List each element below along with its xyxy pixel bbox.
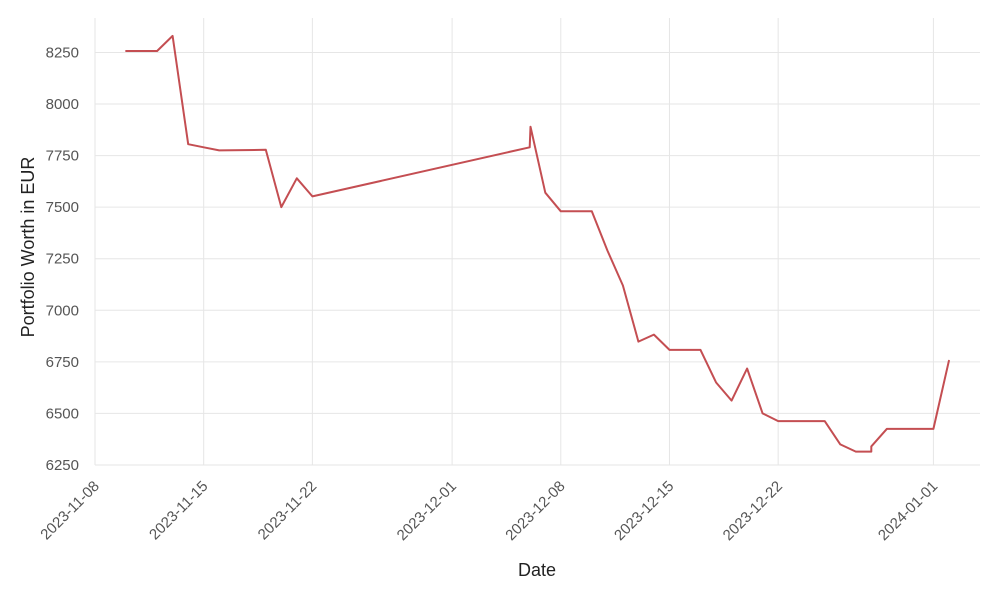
chart-series (125, 34, 950, 453)
y-tick-label: 7000 (46, 302, 79, 319)
y-tick-label: 8000 (46, 96, 79, 113)
x-tick-label: 2023-12-15 (611, 478, 677, 544)
x-tick-labels: 2023-11-08 2023-11-15 2023-11-22 2023-12-01… (37, 478, 941, 544)
y-tick-label: 7750 (46, 148, 79, 165)
chart-grid (94, 18, 980, 466)
x-tick-label: 2023-12-01 (394, 478, 460, 544)
y-tick-label: 6250 (46, 457, 79, 474)
x-tick-label: 2023-11-22 (255, 478, 320, 543)
x-tick-label: 2023-11-08 (37, 478, 102, 543)
y-tick-label: 6750 (46, 354, 79, 371)
x-tick-label: 2024-01-01 (875, 478, 941, 544)
y-tick-label: 7500 (46, 199, 79, 216)
x-tick-label: 2023-12-08 (502, 478, 568, 544)
y-tick-label: 8250 (46, 44, 79, 61)
x-tick-label: 2023-12-22 (720, 478, 786, 544)
x-axis-label: Date (518, 560, 556, 580)
portfolio-worth-line (125, 34, 950, 453)
y-axis-label: Portfolio Worth in EUR (18, 157, 38, 338)
y-tick-labels: 6250 6500 6750 7000 7250 7500 7750 8000 8250 (46, 44, 79, 474)
x-tick-label: 2023-11-15 (146, 478, 211, 543)
y-tick-label: 7250 (46, 251, 79, 268)
y-tick-label: 6500 (46, 405, 79, 422)
